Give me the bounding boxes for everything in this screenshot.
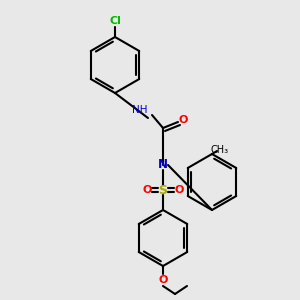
Text: N: N [158,158,168,172]
Text: S: S [158,184,167,196]
Text: O: O [178,115,188,125]
Text: NH: NH [132,105,148,115]
Text: Cl: Cl [109,16,121,26]
Text: O: O [158,275,168,285]
Text: CH₃: CH₃ [211,145,229,155]
Text: O: O [142,185,152,195]
Text: O: O [174,185,184,195]
